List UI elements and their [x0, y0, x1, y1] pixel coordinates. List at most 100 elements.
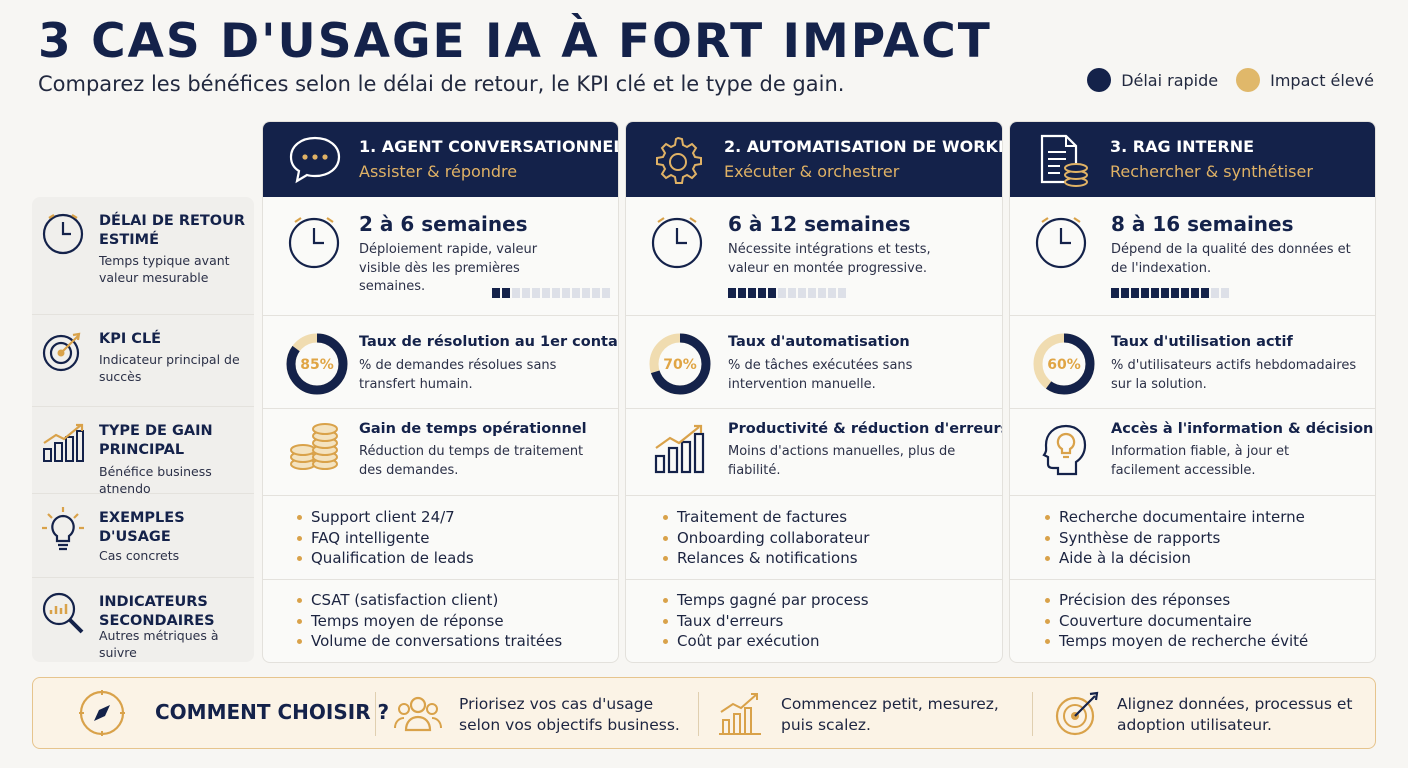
- legend-label: Impact élevé: [1270, 70, 1374, 90]
- progress-segment: [1221, 288, 1229, 298]
- chat-bubble-icon: [289, 136, 341, 184]
- progress-segment: [522, 288, 530, 298]
- footer-tip: Alignez données, processus et adoption u…: [1117, 695, 1353, 734]
- page-subtitle: Comparez les bénéfices selon le délai de…: [38, 72, 845, 96]
- secondary-indicators-list: CSAT (satisfaction client) Temps moyen d…: [296, 590, 562, 652]
- list-item: Aide à la décision: [1045, 548, 1305, 569]
- donut-percent-label: 60%: [1047, 357, 1081, 373]
- delay-progress-bar: [492, 288, 610, 298]
- case-subtitle: Assister & répondre: [359, 162, 518, 181]
- progress-segment: [818, 288, 826, 298]
- progress-segment: [1131, 288, 1139, 298]
- clock-icon: [42, 213, 84, 255]
- document-database-icon: [1040, 134, 1088, 187]
- progress-segment: [798, 288, 806, 298]
- progress-segment: [542, 288, 550, 298]
- legend-label: Délai rapide: [1121, 70, 1219, 90]
- list-item: Taux d'erreurs: [663, 611, 869, 632]
- gain-title: Productivité & réduction d'erreurs: [728, 421, 1003, 437]
- row-title: INDICATEURS SECONDAIRES: [99, 594, 215, 629]
- row-subtitle: Cas concrets: [99, 548, 180, 563]
- legend-dot-navy: [1087, 68, 1112, 92]
- kpi-description: % d'utilisateurs actifs hebdomadaires su…: [1111, 358, 1357, 392]
- secondary-indicators-list: Temps gagné par process Taux d'erreurs C…: [663, 590, 869, 652]
- row-label-gain: TYPE DE GAIN PRINCIPAL Bénéfice business…: [32, 407, 254, 496]
- donut-value-arc: [286, 333, 348, 395]
- progress-segment: [1211, 288, 1219, 298]
- kpi-description: % de demandes résolues sans transfert hu…: [359, 358, 557, 392]
- row-title: EXEMPLES D'USAGE: [99, 510, 185, 545]
- target-icon: [42, 332, 81, 372]
- row-label-delay: DÉLAI DE RETOUR ESTIMÉ Temps typique ava…: [32, 197, 254, 315]
- row-subtitle: Temps typique avant valeur mesurable: [99, 253, 230, 285]
- delay-description: Dépend de la qualité des données et de l…: [1111, 242, 1351, 276]
- clock-icon: [651, 217, 703, 269]
- progress-segment: [788, 288, 796, 298]
- gain-description: Moins d'actions manuelles, plus de fiabi…: [728, 444, 956, 478]
- case-title: 3. RAG INTERNE: [1110, 137, 1255, 156]
- row-subtitle: Bénéfice business atnendo: [99, 464, 212, 496]
- list-item: Temps moyen de réponse: [296, 611, 562, 632]
- progress-segment: [1191, 288, 1199, 298]
- row-label-examples: EXEMPLES D'USAGE Cas concrets: [32, 494, 254, 578]
- case-header: 1. AGENT CONVERSATIONNEL Assister & répo…: [263, 122, 618, 197]
- target-icon: [1055, 691, 1099, 736]
- kpi-title: Taux de résolution au 1er contact: [359, 334, 619, 350]
- gear-icon: [656, 136, 702, 184]
- legend-item-fast: Délai rapide: [1087, 68, 1218, 92]
- progress-segment: [758, 288, 766, 298]
- progress-segment: [602, 288, 610, 298]
- kpi-donut: 85%: [286, 333, 348, 395]
- donut-percent-label: 70%: [663, 357, 697, 373]
- legend-item-impact: Impact élevé: [1236, 68, 1374, 92]
- list-item: Qualification de leads: [297, 549, 474, 567]
- coins-icon: [290, 423, 338, 470]
- legend-dot-gold: [1236, 68, 1261, 92]
- progress-segment: [532, 288, 540, 298]
- progress-segment: [1181, 288, 1189, 298]
- case-header: 2. AUTOMATISATION DE WORKFLOWS Exécuter …: [626, 122, 1002, 197]
- progress-segment: [572, 288, 580, 298]
- footer-tip: Priorisez vos cas d'usage selon vos obje…: [459, 695, 680, 734]
- case-column-3: 3. RAG INTERNE Rechercher & synthétiser …: [1009, 121, 1376, 663]
- clock-icon: [288, 217, 340, 269]
- progress-segment: [1171, 288, 1179, 298]
- delay-value: 6 à 12 semaines: [728, 212, 911, 236]
- examples-list: Recherche documentaire interne Synthèse …: [1045, 507, 1305, 569]
- list-item: Traitement de factures: [662, 507, 869, 528]
- progress-segment: [768, 288, 776, 298]
- progress-segment: [828, 288, 836, 298]
- row-subtitle: Indicateur principal de succès: [99, 352, 240, 384]
- case-subtitle: Rechercher & synthétiser: [1110, 162, 1313, 181]
- kpi-donut: 70%: [649, 333, 711, 395]
- gain-title: Accès à l'information & décision: [1111, 421, 1374, 437]
- bar-chart-icon: [654, 424, 705, 474]
- list-item: Précision des réponses: [1044, 590, 1308, 611]
- page-title: 3 CAS D'USAGE IA À FORT IMPACT: [38, 14, 992, 69]
- footer-tip: Commencez petit, mesurez, puis scalez.: [781, 695, 999, 734]
- legend: Délai rapide Impact élevé: [1087, 68, 1374, 92]
- delay-value: 2 à 6 semaines: [359, 212, 528, 236]
- progress-segment: [1201, 288, 1209, 298]
- progress-segment: [808, 288, 816, 298]
- case-header: 3. RAG INTERNE Rechercher & synthétiser: [1010, 122, 1375, 197]
- list-item: Recherche documentaire interne: [1045, 508, 1305, 526]
- list-item: Temps moyen de recherche évité: [1044, 632, 1309, 650]
- progress-segment: [748, 288, 756, 298]
- list-item: Support client 24/7: [297, 507, 474, 528]
- progress-segment: [552, 288, 560, 298]
- examples-list: Traitement de factures Onboarding collab…: [662, 507, 869, 569]
- progress-segment: [728, 288, 736, 298]
- progress-segment: [492, 288, 500, 298]
- delay-description: Déploiement rapide, valeur visible dès l…: [359, 242, 538, 294]
- row-label-kpi: KPI CLÉ Indicateur principal de succès: [32, 315, 254, 407]
- donut-value-arc: [649, 333, 711, 395]
- row-subtitle: Autres métriques à suivre: [99, 628, 219, 660]
- gain-description: Réduction du temps de traitement des dem…: [359, 444, 584, 478]
- list-item: Relances & notifications: [662, 548, 869, 569]
- kpi-title: Taux d'utilisation actif: [1111, 334, 1293, 350]
- clock-icon: [1035, 217, 1087, 269]
- kpi-donut: 60%: [1033, 333, 1095, 395]
- delay-progress-bar: [728, 288, 846, 298]
- head-bulb-icon: [1042, 424, 1087, 476]
